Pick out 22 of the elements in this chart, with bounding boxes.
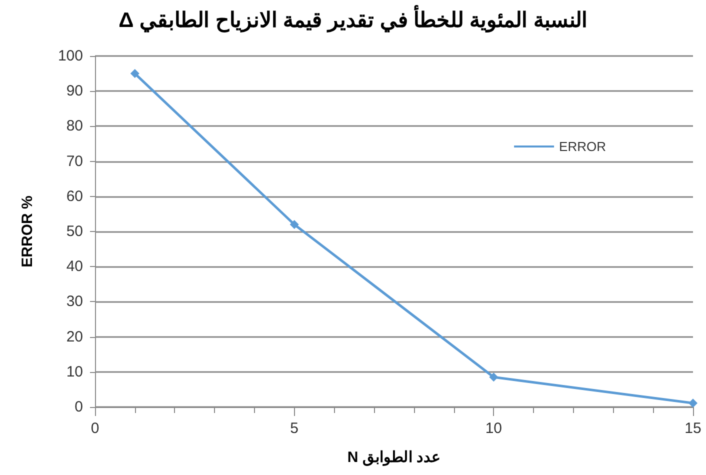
x-tick-label: 15 (684, 420, 702, 437)
point (130, 69, 140, 78)
y-tick-label: 90 (66, 82, 83, 100)
y-tick-label: 80 (66, 118, 83, 135)
y-tick-label: 0 (74, 398, 83, 416)
x-tick-label: 5 (290, 420, 299, 437)
y-tick-label: 10 (66, 363, 83, 380)
y-tick-label: 100 (58, 48, 83, 64)
point (290, 220, 299, 229)
y-tick-label: 50 (66, 223, 83, 240)
x-axis-title: عدد الطوابق N (346, 448, 442, 466)
y-tick-label: 70 (66, 152, 83, 170)
x-tick-label: 0 (90, 420, 100, 437)
y-axis-title: ERROR % (19, 196, 36, 268)
x-tick-label: 10 (485, 420, 502, 437)
legend-label: ERROR (559, 139, 606, 154)
y-tick-label: 40 (66, 258, 83, 276)
point (489, 372, 498, 382)
y-tick-label: 60 (66, 188, 83, 205)
y-tick-label: 30 (66, 293, 83, 310)
point (688, 398, 698, 408)
y-tick-label: 20 (66, 328, 83, 346)
